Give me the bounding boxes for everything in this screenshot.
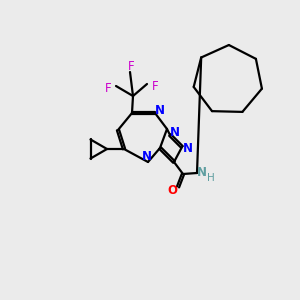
Text: F: F xyxy=(105,82,111,95)
Text: N: N xyxy=(197,166,207,178)
Text: N: N xyxy=(142,149,152,163)
Text: H: H xyxy=(207,173,215,183)
Text: F: F xyxy=(152,80,158,94)
Text: F: F xyxy=(128,59,134,73)
Text: N: N xyxy=(155,104,165,118)
Text: O: O xyxy=(167,184,177,196)
Text: N: N xyxy=(170,127,180,140)
Text: N: N xyxy=(183,142,193,154)
